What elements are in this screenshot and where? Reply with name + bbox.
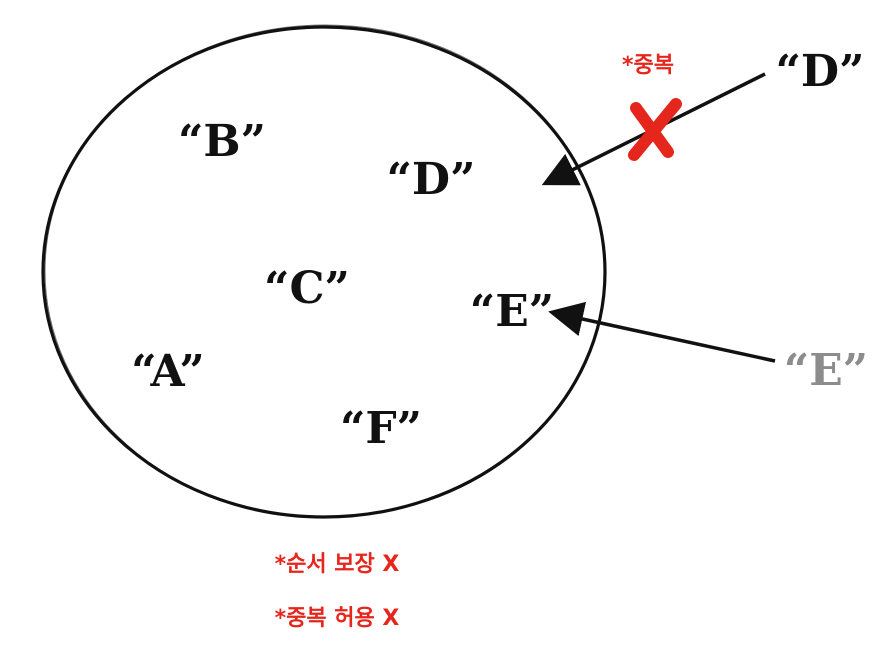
incoming-element-d: “D” — [776, 46, 865, 97]
order-note: *순서 보장 X — [275, 552, 400, 577]
element-f: “F” — [340, 403, 422, 454]
element-b: “B” — [178, 116, 266, 167]
duplicate-label: *중복 — [622, 53, 674, 78]
set-boundary — [41, 24, 607, 519]
arrow-e — [548, 301, 776, 363]
element-a: “A” — [131, 346, 204, 397]
reject-x-icon — [628, 98, 682, 161]
incoming-element-e: “E” — [784, 345, 868, 396]
element-c: “C” — [264, 263, 350, 314]
element-d: “D” — [387, 154, 476, 205]
element-e: “E” — [470, 286, 554, 337]
duplicate-note: *중복 허용 X — [275, 606, 400, 631]
